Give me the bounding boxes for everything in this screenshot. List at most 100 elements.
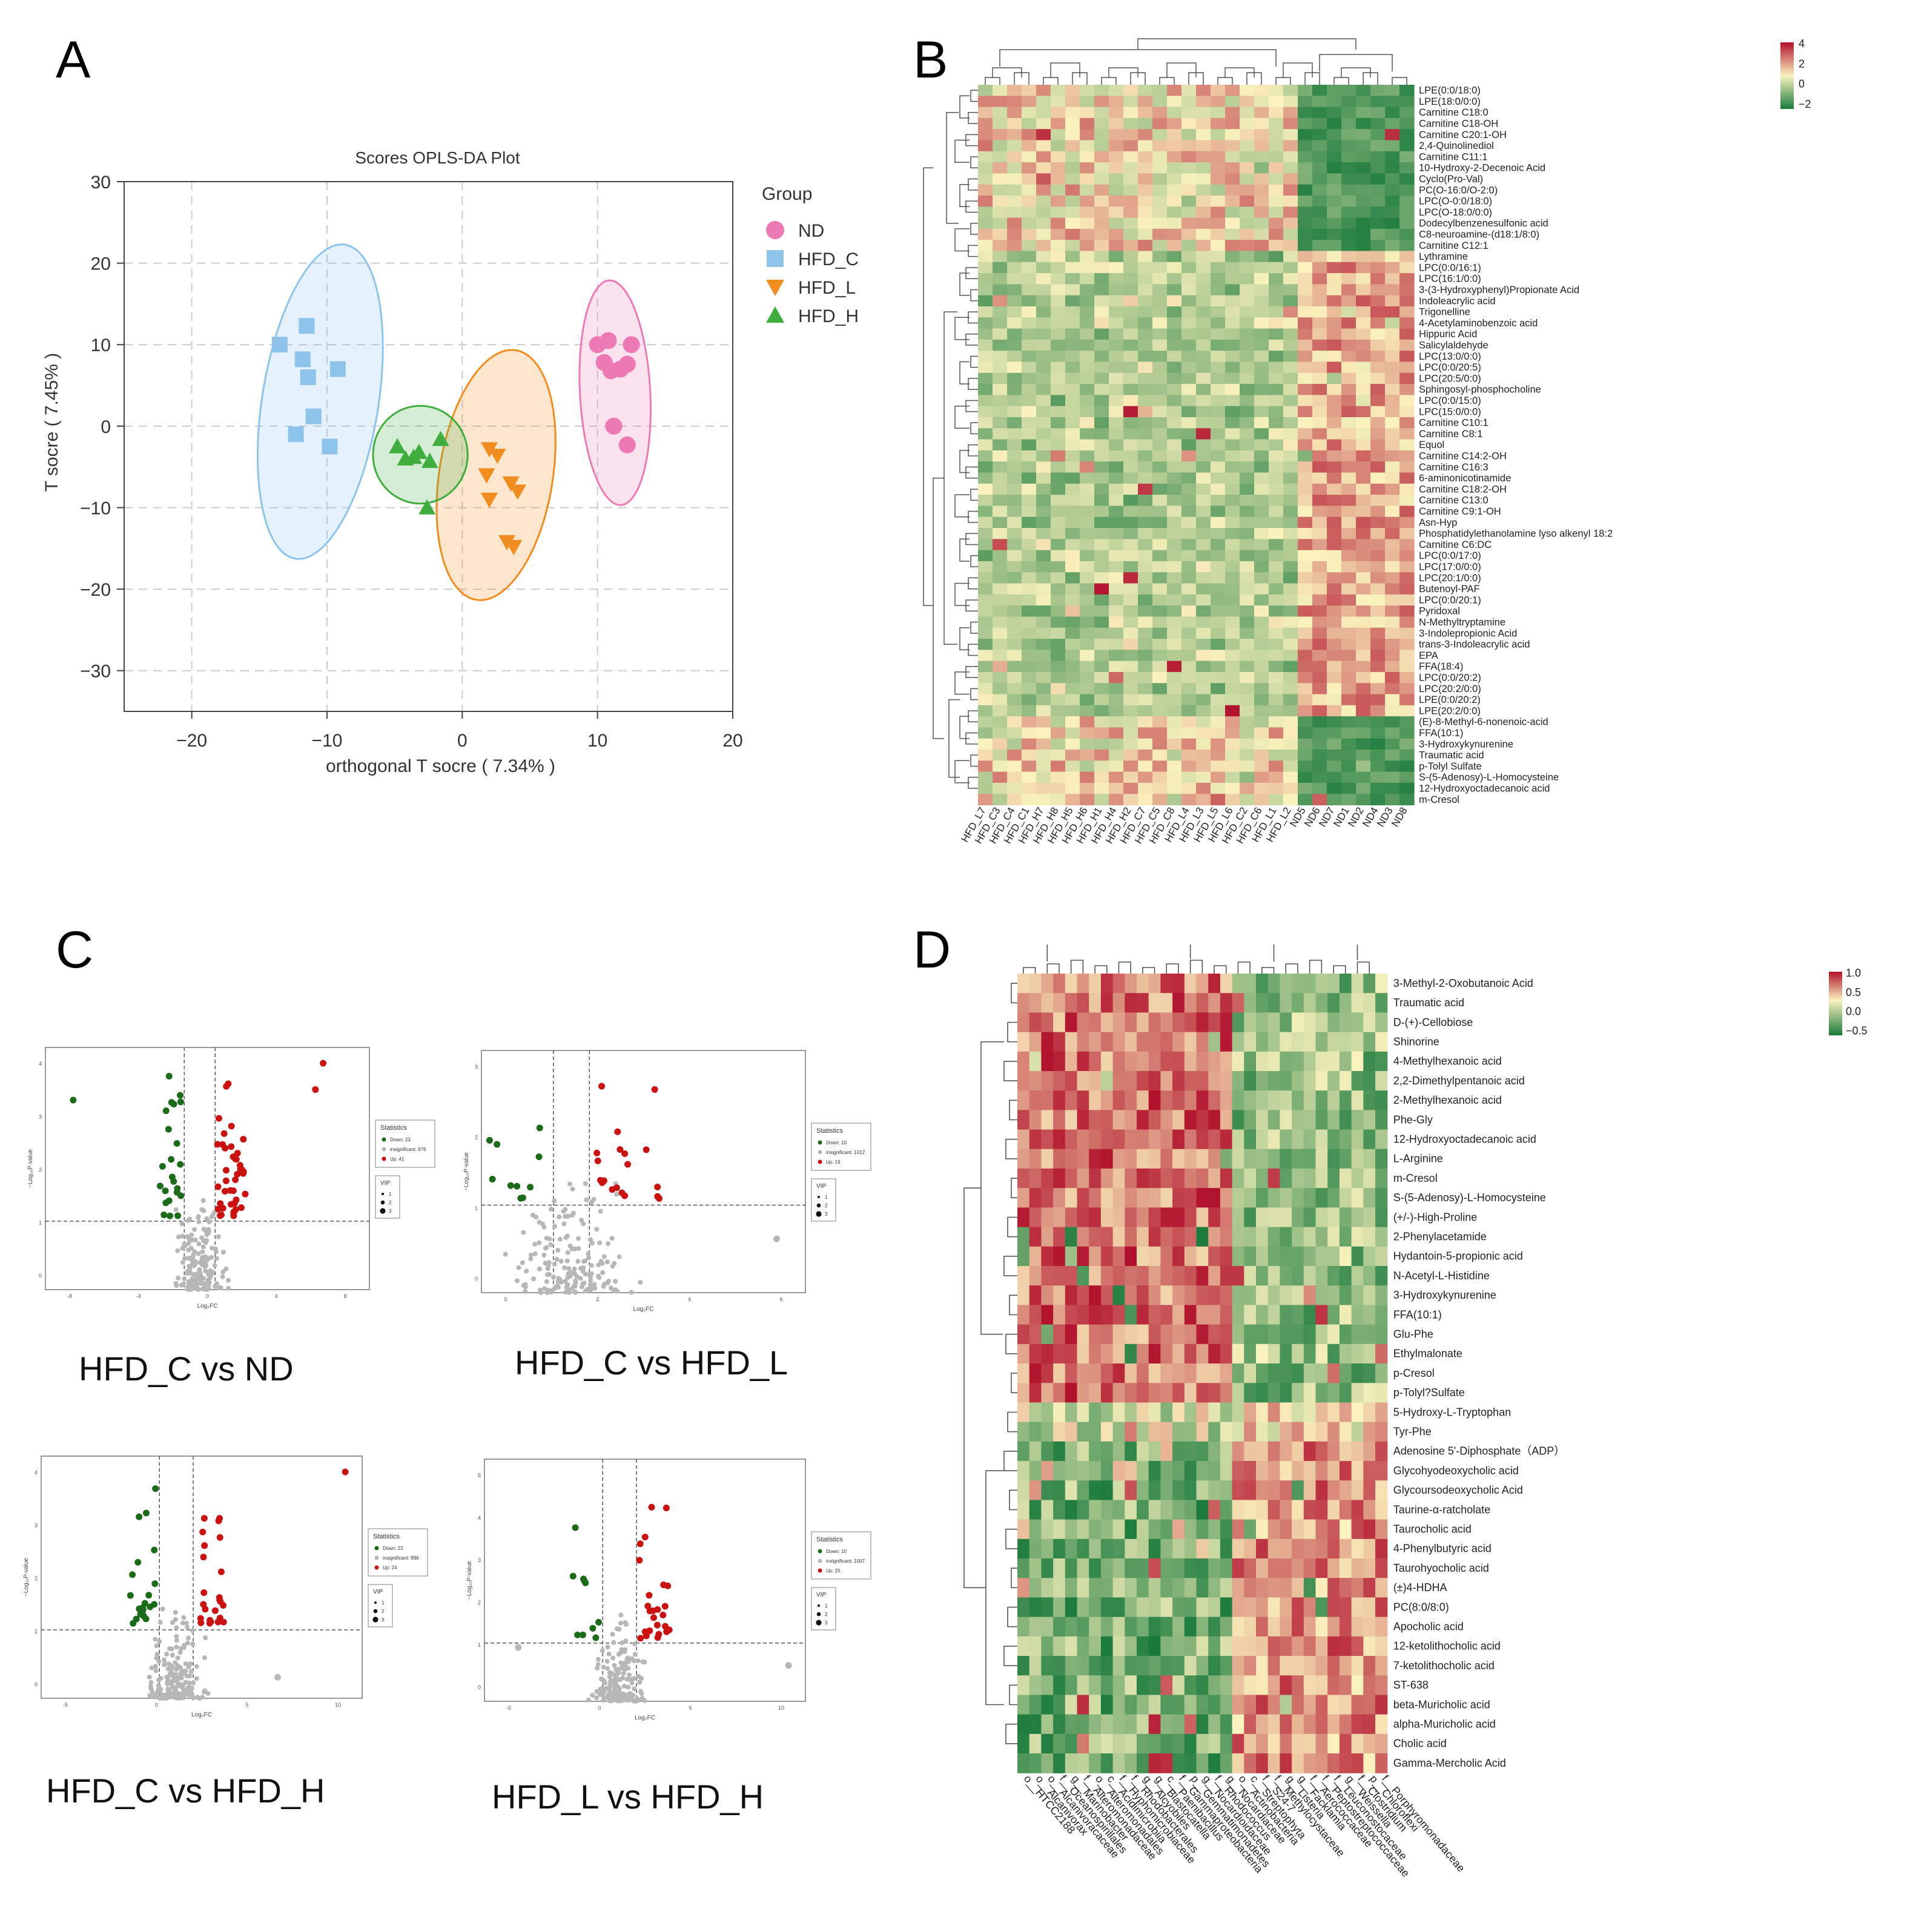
heatmap-cell: [1370, 782, 1386, 794]
correlation-cell: [1089, 1343, 1102, 1364]
heatmap-cell: [1385, 450, 1400, 462]
insignificant-point: [156, 1677, 162, 1683]
correlation-cell: [1196, 1051, 1209, 1072]
heatmap-cell: [1152, 760, 1168, 773]
heatmap-cell: [1225, 528, 1240, 539]
correlation-cell: [1100, 1169, 1114, 1189]
vip-size-label: 1: [825, 1195, 828, 1200]
heatmap-cell: [1022, 794, 1037, 806]
heatmap-cell: [1152, 317, 1168, 329]
heatmap-cell: [993, 295, 1008, 307]
heatmap-cell: [1022, 384, 1037, 395]
correlation-cell: [1125, 1441, 1137, 1462]
vip-size-label: 3: [825, 1212, 828, 1217]
correlation-cell: [1327, 1012, 1340, 1033]
heatmap-cell: [1196, 284, 1211, 296]
heatmap-cell: [1370, 361, 1386, 374]
insignificant-point: [570, 1187, 575, 1192]
row-label: Carnitine C13:0: [1419, 495, 1489, 506]
heatmap-cell: [1356, 461, 1371, 473]
correlation-cell: [1077, 1285, 1089, 1305]
correlation-cell: [1100, 1051, 1114, 1072]
heatmap-cell: [1065, 572, 1080, 584]
insignificant-point: [192, 1249, 197, 1254]
correlation-cell: [1196, 1285, 1209, 1305]
heatmap-cell: [1225, 107, 1240, 119]
heatmap-cell: [1051, 705, 1066, 717]
correlation-cell: [1017, 1441, 1030, 1462]
correlation-cell: [1292, 1753, 1304, 1773]
heatmap-cell: [1181, 439, 1197, 451]
correlation-cell: [1065, 1402, 1078, 1423]
heatmap-cell: [1211, 650, 1226, 662]
correlation-cell: [1339, 1324, 1352, 1345]
heatmap-cell: [1109, 217, 1124, 229]
heatmap-cell: [1356, 162, 1371, 174]
heatmap-cell: [1181, 472, 1197, 484]
confidence-ellipse-hfd_l: [435, 349, 557, 601]
heatmap-cell: [1254, 539, 1269, 551]
heatmap-cell: [1356, 550, 1371, 562]
correlation-cell: [1256, 1110, 1269, 1130]
heatmap-cell: [1167, 782, 1182, 794]
heatmap-cell: [1341, 317, 1356, 329]
correlation-cell: [1351, 1188, 1364, 1208]
correlation-cell: [1351, 1149, 1364, 1169]
correlation-cell: [1363, 1441, 1376, 1462]
insignificant-point: [581, 1265, 586, 1270]
correlation-cell: [1065, 993, 1078, 1013]
correlation-cell: [1303, 1461, 1317, 1481]
correlation-cell: [1041, 1675, 1054, 1695]
legend-label: Up: 24: [383, 1565, 397, 1571]
heatmap-cell: [1094, 483, 1109, 495]
heatmap-cell: [1399, 406, 1415, 418]
correlation-cell: [1148, 1617, 1161, 1637]
legend-label: Up: 41: [390, 1156, 405, 1162]
correlation-cell: [1160, 1675, 1173, 1695]
heatmap-cell: [1094, 539, 1109, 551]
heatmap-cell: [978, 461, 993, 473]
insignificant-point: [186, 1635, 191, 1641]
heatmap-cell: [1065, 240, 1080, 252]
heatmap-cell: [1341, 727, 1356, 739]
correlation-cell: [1292, 1519, 1304, 1540]
heatmap-cell: [1283, 550, 1298, 562]
heatmap-cell: [1051, 616, 1066, 628]
heatmap-cell: [1138, 771, 1153, 783]
insignificant-point: [181, 1615, 187, 1620]
heatmap-cell: [1327, 107, 1342, 119]
heatmap-cell: [1094, 196, 1109, 207]
heatmap-cell: [1167, 306, 1182, 318]
heatmap-cell: [993, 206, 1008, 219]
insignificant-point: [565, 1250, 570, 1255]
insignificant-point: [638, 1279, 643, 1285]
heatmap-cell: [1356, 107, 1371, 119]
heatmap-cell: [1036, 683, 1051, 695]
heatmap-cell: [1211, 495, 1226, 506]
heatmap-cell: [1356, 495, 1371, 506]
insignificant-point: [176, 1235, 181, 1240]
y-tick-label: −30: [80, 662, 111, 682]
correlation-cell: [1220, 1714, 1233, 1735]
outlier-point: [342, 1468, 349, 1475]
heatmap-cell: [1007, 96, 1022, 108]
heatmap-cell: [1298, 528, 1313, 539]
heatmap-cell: [993, 117, 1008, 130]
heatmap-cell: [1080, 528, 1095, 539]
correlation-cell: [1053, 1149, 1066, 1169]
heatmap-cell: [1240, 184, 1255, 196]
down-point: [165, 1072, 173, 1080]
correlation-cell: [1125, 1343, 1137, 1364]
heatmap-cell: [1312, 140, 1327, 152]
heatmap-cell: [1341, 417, 1356, 429]
correlation-cell: [1208, 1538, 1221, 1559]
heatmap-cell: [1211, 417, 1226, 429]
heatmap-cell: [1094, 240, 1109, 252]
heatmap-cell: [1007, 639, 1022, 650]
colorbar-tick: −2: [1799, 98, 1811, 110]
heatmap-cell: [1341, 306, 1356, 318]
heatmap-cell: [1269, 572, 1284, 584]
heatmap-cell: [1254, 583, 1269, 595]
heatmap-cell: [1007, 395, 1022, 407]
up-point: [202, 1606, 209, 1613]
